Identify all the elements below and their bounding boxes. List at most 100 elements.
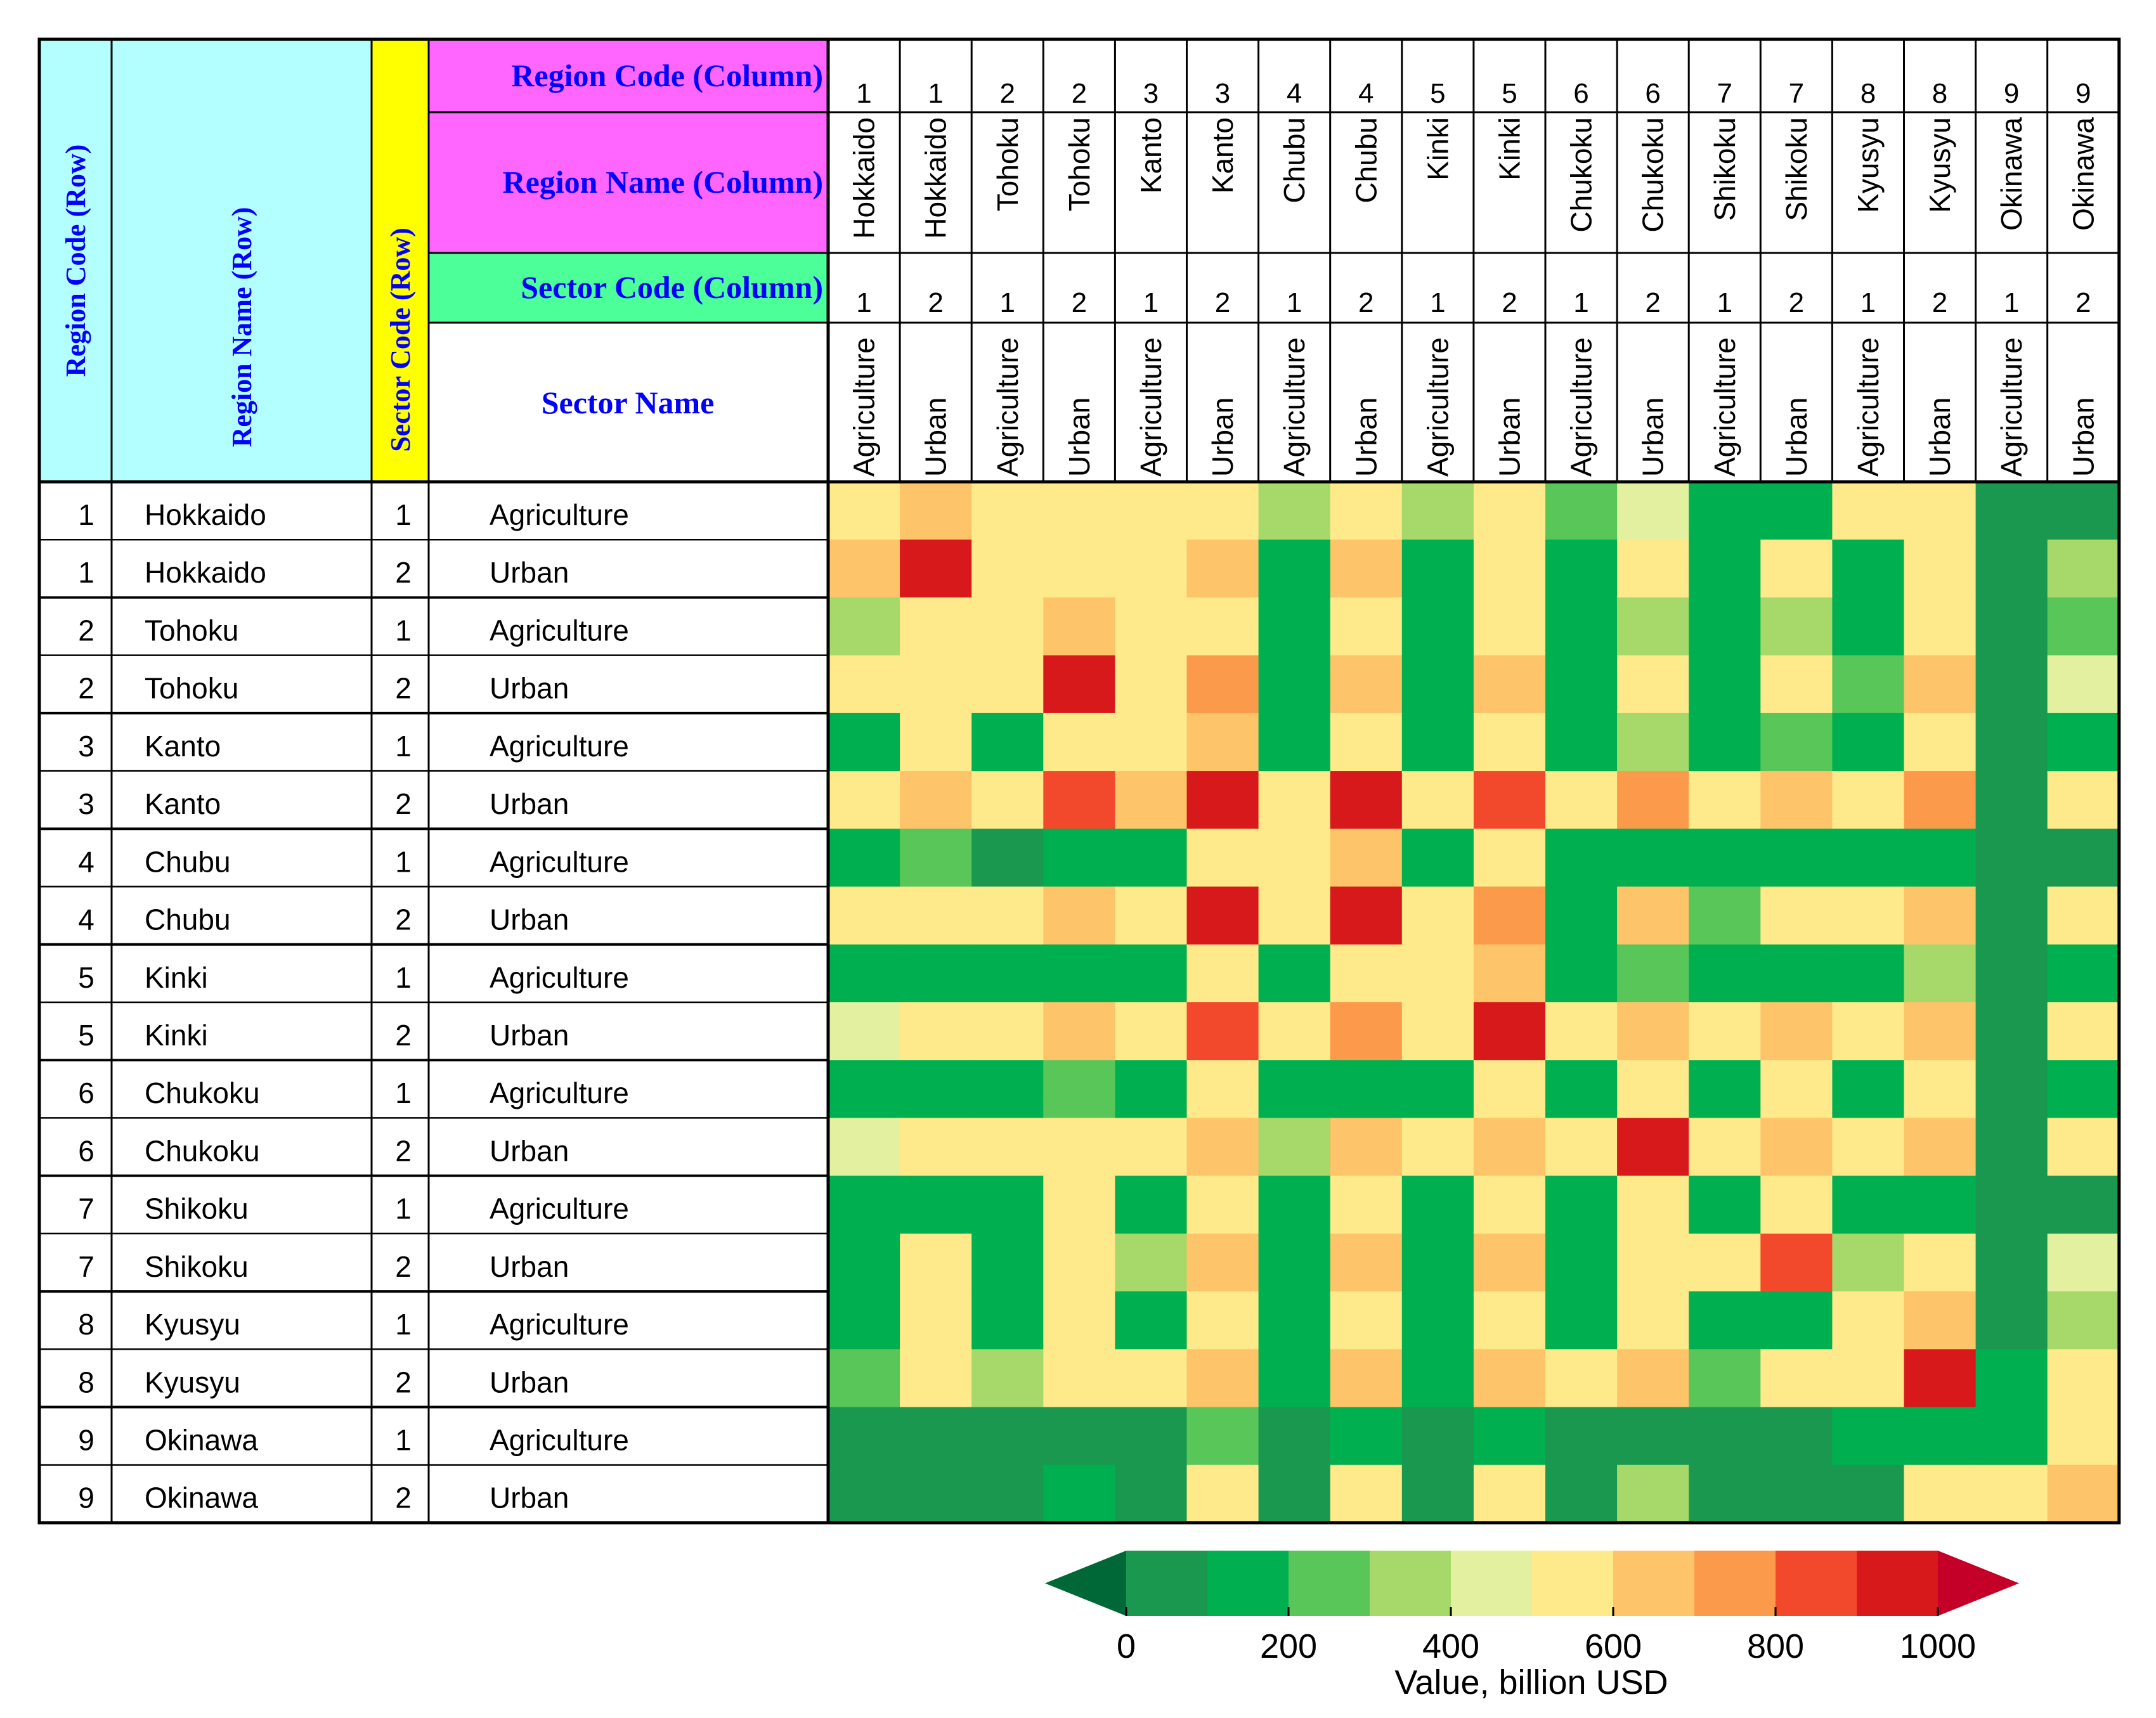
col-sector-code-label: 1 [2004, 287, 2019, 318]
row-sector-name-label: Agriculture [490, 730, 629, 763]
heatmap-cell [1186, 886, 1259, 945]
heatmap-cell [1043, 1349, 1115, 1408]
row-region-name-label: Tohoku [145, 614, 238, 647]
heatmap-cell [1689, 1175, 1761, 1234]
heatmap-cell [1401, 1118, 1474, 1177]
row-sector-name-label: Urban [490, 1482, 569, 1515]
heatmap-cell [828, 1407, 900, 1466]
heatmap-cell [1832, 1233, 1904, 1292]
heatmap-cell [1975, 597, 2048, 656]
heatmap-cell [1904, 1233, 1977, 1292]
heatmap-cell [971, 597, 1044, 656]
colorbar-bin [1451, 1551, 1533, 1616]
heatmap-cell [971, 944, 1044, 1003]
heatmap-cell [1186, 1060, 1259, 1118]
row-sector-code-label: 2 [395, 672, 412, 705]
heatmap-cell [828, 1002, 900, 1061]
heatmap-cell [828, 713, 900, 772]
col-sector-code-header-label: Sector Code (Column) [521, 269, 823, 305]
heatmap-cell [900, 1002, 972, 1061]
heatmap-cell [1545, 771, 1618, 829]
heatmap-cell [828, 1464, 900, 1523]
row-sector-code-label: 2 [395, 903, 412, 936]
row-region-code-label: 2 [78, 614, 94, 647]
heatmap-cell [1043, 1233, 1115, 1292]
column-headers: 1 Hokkaido 1 Agriculture 1 Hokkaido 2 Urban 2 Toh… [848, 78, 2100, 477]
heatmap-cell [1760, 1349, 1833, 1408]
heatmap-cell [900, 1464, 972, 1523]
heatmap-cell [1401, 1349, 1474, 1408]
heatmap-cell [2047, 1291, 2120, 1350]
heatmap-cell [1545, 1233, 1618, 1292]
row-region-name-label: Shikoku [145, 1250, 249, 1283]
row-region-name-label: Kyusyu [145, 1308, 240, 1341]
heatmap-cell [2047, 886, 2120, 945]
col-region-name-label: Chukoku [1637, 117, 1670, 233]
heatmap-cell [1904, 886, 1977, 945]
heatmap-cell [1545, 1407, 1618, 1466]
heatmap-cell [1186, 829, 1259, 888]
heatmap-cell [1617, 655, 1689, 714]
col-region-name-label: Kanto [1206, 117, 1239, 193]
heatmap-cell [1832, 1349, 1904, 1408]
row-region-name-label: Kinki [145, 1019, 208, 1052]
col-sector-name-label: Urban [2067, 397, 2100, 477]
row-region-name-label: Kanto [145, 787, 221, 820]
col-sector-name-label: Agriculture [1852, 337, 1885, 477]
col-code-header-bg [429, 39, 828, 112]
heatmap-cell [1186, 1002, 1259, 1061]
col-sector-name-header-label: Sector Name [542, 385, 715, 420]
col-sector-name-label: Agriculture [1565, 337, 1598, 477]
col-sector-code-label: 1 [1861, 287, 1876, 318]
colorbar-bin [1776, 1551, 1857, 1616]
heatmap-cell [1186, 482, 1259, 540]
colorbar-tick-label: 0 [1117, 1627, 1136, 1665]
heatmap-cell [1258, 597, 1331, 656]
col-region-code-label: 7 [1789, 78, 1804, 109]
colorbar-extend-high [1938, 1551, 2019, 1616]
heatmap-cell [1617, 713, 1689, 772]
col-region-name-label: Okinawa [1995, 117, 2028, 231]
heatmap-cell [1115, 713, 1187, 772]
heatmap-cell [1258, 1118, 1331, 1177]
heatmap-cell [1975, 886, 2048, 945]
table-border [37, 37, 2121, 1525]
heatmap-cell [1258, 829, 1331, 888]
heatmap-cell [1330, 482, 1403, 540]
col-region-name-label: Kinki [1421, 117, 1454, 181]
heatmap-cell [1617, 1407, 1689, 1466]
heatmap-cell [1760, 1464, 1833, 1523]
heatmap-cell [1832, 539, 1904, 598]
table-grid-lines [37, 37, 2121, 1525]
row-sector-header-bg [372, 39, 429, 482]
heatmap-cell [1617, 539, 1689, 598]
heatmap-cell [1760, 1233, 1833, 1292]
heatmap-cell [1689, 771, 1761, 829]
col-region-name-label: Kinki [1493, 117, 1526, 181]
heatmap-cell [900, 886, 972, 945]
heatmap-cell [900, 713, 972, 772]
heatmap-cell [900, 482, 972, 540]
col-region-code-label: 6 [1645, 78, 1660, 109]
heatmap-cell [1186, 539, 1259, 598]
heatmap-cell [1545, 597, 1618, 656]
row-code-header-bg [39, 39, 112, 482]
col-sector-name-header-bg [429, 323, 828, 482]
col-region-code-label: 1 [856, 78, 871, 109]
heatmap-cell [1258, 1291, 1331, 1350]
heatmap-cell [1401, 655, 1474, 714]
heatmap-cell [1330, 1060, 1403, 1118]
heatmap-cell [1617, 829, 1689, 888]
heatmap-cell [828, 771, 900, 829]
row-sector-code-label: 2 [395, 1482, 412, 1515]
col-region-name-label: Kyusyu [1852, 117, 1885, 213]
heatmap-cell [1473, 597, 1546, 656]
heatmap-cell [1401, 829, 1474, 888]
heatmap-cell [971, 1175, 1044, 1234]
heatmap-cell [1258, 771, 1331, 829]
heatmap-cell [971, 829, 1044, 888]
row-sector-code-label: 2 [395, 1019, 412, 1052]
heatmap-cell [1545, 1464, 1618, 1523]
colorbar-tick-label: 1000 [1900, 1627, 1976, 1665]
